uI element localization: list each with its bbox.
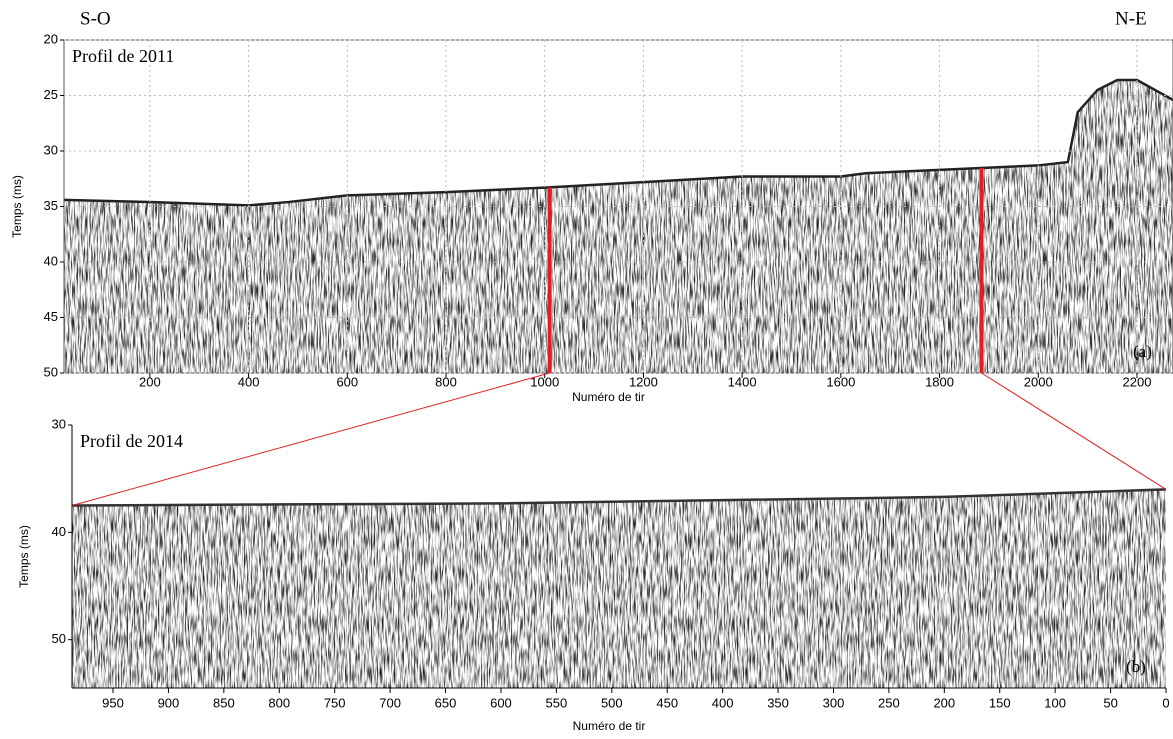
y-tick-label: 50 [44,364,58,379]
x-tick-label: 350 [767,695,789,710]
x-tick-label: 400 [712,695,734,710]
x-tick-label: 1800 [925,374,954,389]
x-tick-label: 200 [933,695,955,710]
x-tick-label: 550 [546,695,568,710]
y-tick-label: 40 [52,524,66,539]
x-tick-label: 300 [823,695,845,710]
y-tick-label: 30 [44,142,58,157]
x-tick-label: 800 [435,374,457,389]
x-tick-label: 950 [102,695,124,710]
y-tick-label: 25 [44,87,58,102]
x-tick-label: 650 [435,695,457,710]
x-tick-label: 2000 [1024,374,1053,389]
seafloor [71,488,1167,507]
y-tick-label: 40 [44,253,58,268]
y-tick-label: 30 [52,416,66,431]
x-tick-label: 50 [1103,695,1117,710]
x-tick-label: 1400 [728,374,757,389]
connection-line [71,372,550,506]
x-tick-label: 100 [1044,695,1066,710]
y-tick-label: 45 [44,309,58,324]
x-axis-label: Numéro de tir [573,719,646,733]
x-tick-label: 0 [1162,695,1169,710]
x-tick-label: 1600 [826,374,855,389]
panel-label: (b) [1126,657,1146,676]
x-tick-label: 900 [158,695,180,710]
x-tick-label: 600 [490,695,512,710]
y-axis-label: Temps (ms) [17,525,31,588]
direction-label: N-E [1115,8,1147,29]
y-axis-label: Temps (ms) [10,175,24,238]
x-axis-label: Numéro de tir [572,390,645,404]
x-tick-label: 600 [336,374,358,389]
y-tick-label: 50 [52,631,66,646]
x-tick-label: 1000 [530,374,559,389]
x-tick-label: 500 [601,695,623,710]
x-tick-label: 750 [324,695,346,710]
connection-line [981,372,1167,490]
x-tick-label: 400 [238,374,260,389]
x-tick-label: 200 [139,374,161,389]
x-tick-label: 150 [989,695,1011,710]
panel-label: (a) [1133,342,1152,361]
x-tick-label: 2200 [1123,374,1152,389]
x-tick-label: 800 [268,695,290,710]
x-tick-label: 700 [379,695,401,710]
panel-title: Profil de 2011 [72,46,174,66]
x-tick-label: 250 [878,695,900,710]
y-tick-label: 35 [44,198,58,213]
y-tick-label: 20 [44,31,58,46]
x-tick-label: 1200 [629,374,658,389]
direction-label: S-O [80,8,111,29]
x-tick-label: 450 [656,695,678,710]
x-tick-label: 850 [213,695,235,710]
seismic-texture [72,489,1166,688]
panel-title: Profil de 2014 [80,431,183,451]
